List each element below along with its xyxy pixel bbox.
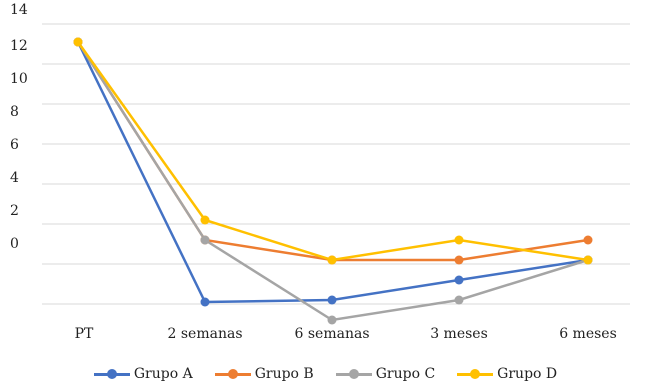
data-point bbox=[454, 235, 464, 245]
legend-dot bbox=[106, 368, 117, 379]
legend-dot bbox=[227, 368, 238, 379]
y-tick-label: 8 bbox=[10, 104, 19, 120]
y-tick-label: 14 bbox=[10, 2, 28, 18]
x-tick-label: 3 meses bbox=[430, 326, 488, 342]
legend-item: Grupo B bbox=[214, 366, 314, 382]
legend-label: Grupo A bbox=[133, 366, 193, 382]
legend-dot bbox=[348, 368, 359, 379]
legend: Grupo A Grupo B Grupo C Grupo D bbox=[0, 366, 651, 382]
x-tick-label: PT bbox=[74, 326, 94, 342]
legend-item: Grupo D bbox=[457, 366, 557, 382]
data-point bbox=[327, 315, 337, 325]
y-tick-label: 12 bbox=[10, 38, 28, 54]
legend-line-marker bbox=[93, 368, 130, 379]
y-tick-label: 10 bbox=[10, 71, 28, 87]
x-tick-label: 2 semanas bbox=[167, 326, 243, 342]
data-point bbox=[200, 235, 210, 245]
series-line bbox=[76, 41, 589, 322]
series-points bbox=[73, 37, 593, 325]
legend-item: Grupo C bbox=[335, 366, 436, 382]
y-tick-label: 0 bbox=[10, 236, 19, 252]
y-tick-label: 4 bbox=[10, 170, 19, 186]
x-tick-label: 6 semanas bbox=[294, 326, 370, 342]
legend-item: Grupo A bbox=[93, 366, 193, 382]
series-line bbox=[76, 41, 589, 262]
data-point bbox=[327, 295, 337, 305]
data-point bbox=[583, 235, 593, 245]
gridlines bbox=[42, 23, 630, 305]
y-tick-label: 6 bbox=[10, 137, 19, 153]
legend-label: Grupo C bbox=[375, 366, 436, 382]
x-tick-label: 6 meses bbox=[559, 326, 617, 342]
data-point bbox=[454, 255, 464, 265]
data-point bbox=[327, 255, 337, 265]
legend-line-marker bbox=[214, 368, 251, 379]
data-point bbox=[73, 37, 83, 47]
data-point bbox=[454, 295, 464, 305]
series-lines bbox=[76, 41, 589, 322]
legend-label: Grupo D bbox=[497, 366, 558, 382]
data-point bbox=[454, 275, 464, 285]
legend-line-marker bbox=[457, 368, 494, 379]
legend-line-marker bbox=[335, 368, 372, 379]
data-point bbox=[583, 255, 593, 265]
data-point bbox=[200, 297, 210, 307]
legend-dot bbox=[470, 368, 481, 379]
y-tick-label: 2 bbox=[10, 203, 19, 219]
data-point bbox=[200, 215, 210, 225]
legend-label: Grupo B bbox=[254, 366, 314, 382]
